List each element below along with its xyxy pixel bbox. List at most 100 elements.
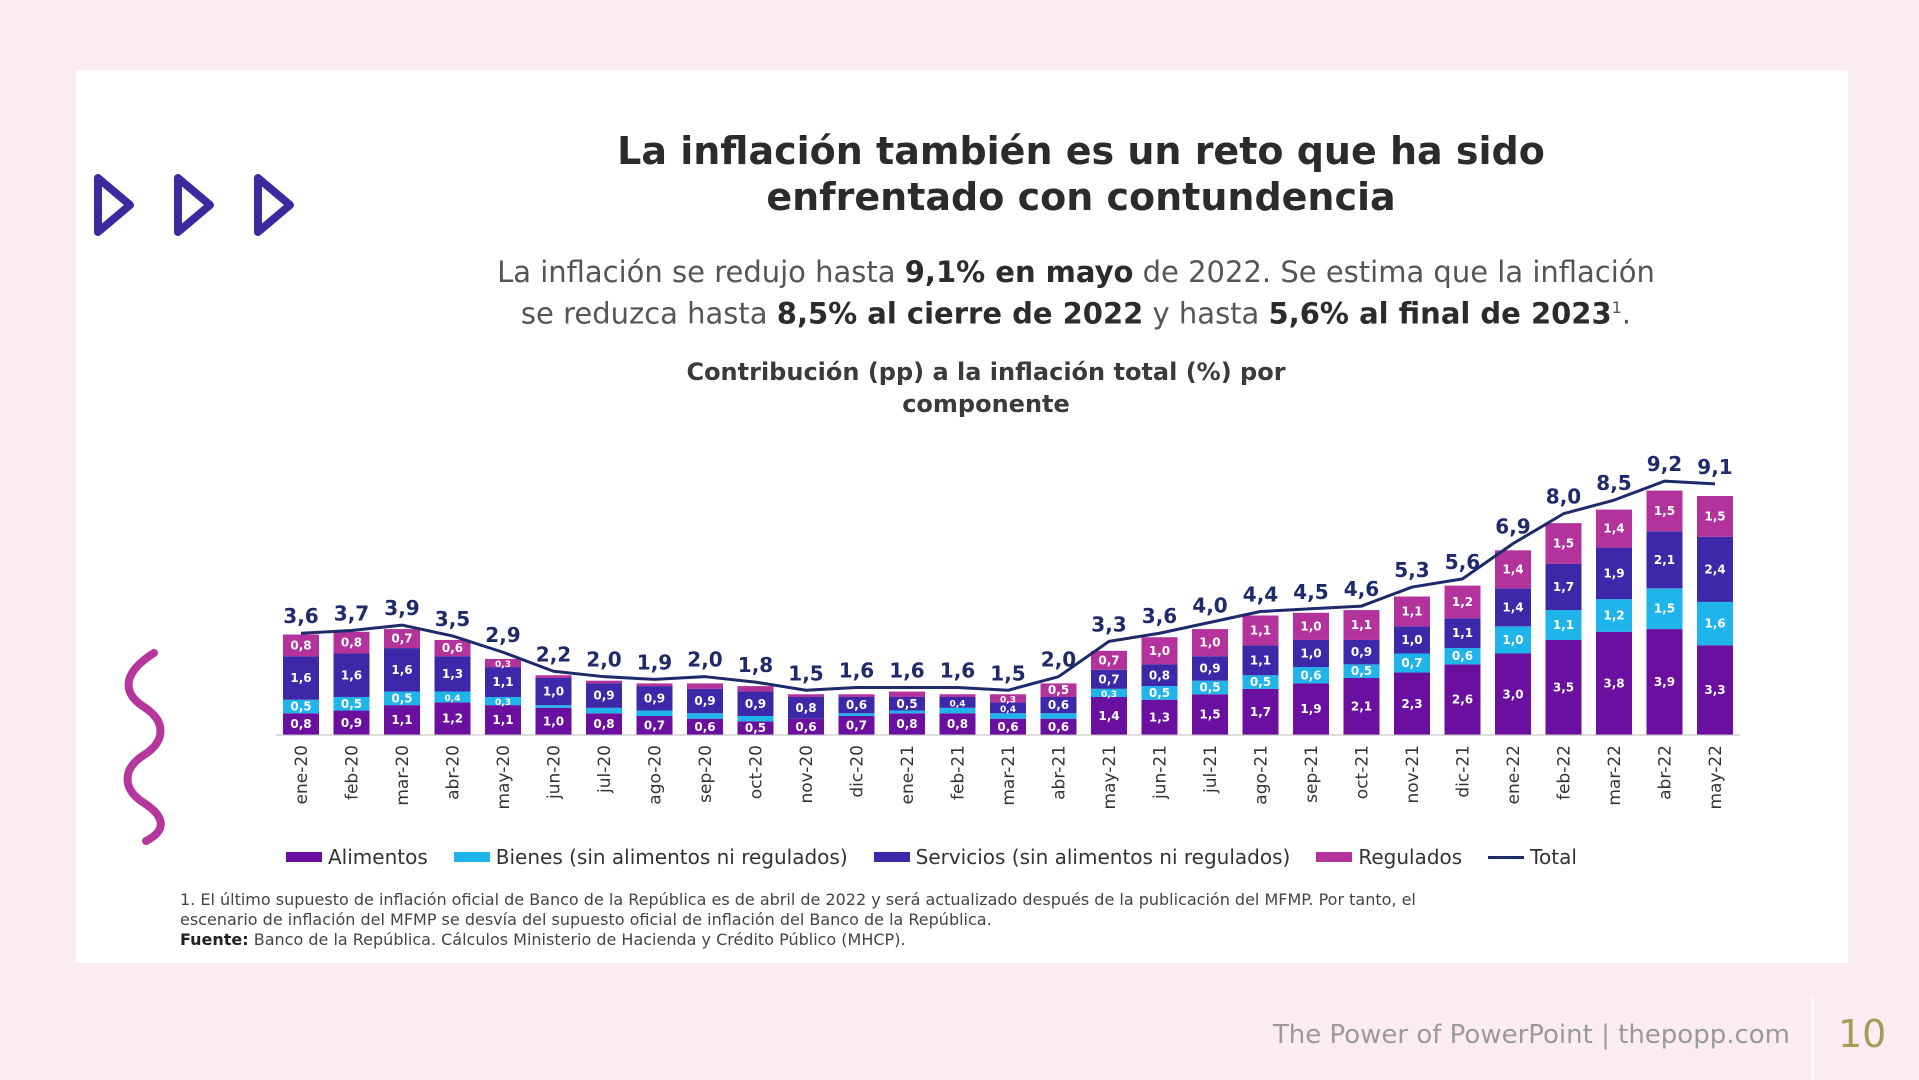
segment-value-label: 0,9 — [341, 716, 362, 730]
legend-color-swatch — [453, 852, 490, 862]
segment-value-label: 0,7 — [1401, 656, 1422, 670]
subtitle-text: se reduzca hasta — [520, 296, 777, 331]
bar-segment-1 — [1545, 610, 1582, 640]
segment-value-label: 0,6 — [1300, 668, 1321, 682]
segment-value-label: 1,5 — [1199, 708, 1220, 722]
segment-value-label: 1,0 — [1300, 619, 1321, 633]
subtitle-highlight: 5,6% al final de 2023 — [1268, 296, 1612, 331]
total-value-label: 5,3 — [1394, 558, 1429, 582]
bar-segment-3 — [838, 694, 875, 697]
bar-segment-1 — [1394, 653, 1430, 673]
bar-segment-3 — [1697, 496, 1733, 537]
segment-value-label: 1,4 — [1502, 600, 1523, 614]
x-tick-label: mar-22 — [1605, 745, 1625, 806]
bar-segment-1 — [485, 696, 521, 706]
inflation-contribution-chart: 0,8 0,5 1,6 0,8 ene-20 0,9 0,5 1,6 0,8 feb-20 1,1 0… — [276, 452, 1740, 810]
legend-item: Total — [1488, 845, 1577, 869]
total-value-label: 1,5 — [990, 661, 1025, 685]
segment-value-label: 0,8 — [290, 638, 311, 652]
x-tick-label: may-21 — [1100, 745, 1120, 810]
segment-value-label: 1,0 — [1199, 636, 1220, 650]
x-tick-label: ago-21 — [1252, 745, 1272, 805]
legend-label: Regulados — [1358, 845, 1463, 869]
segment-value-label: 0,6 — [442, 641, 463, 655]
segment-value-label: 1,1 — [1250, 623, 1271, 637]
segment-value-label: 0,5 — [391, 691, 412, 705]
segment-value-label: 0,5 — [1250, 675, 1271, 689]
bar-segment-2 — [384, 648, 420, 692]
segment-value-label: 3,9 — [1654, 675, 1675, 689]
segment-value-label: 0,7 — [1098, 653, 1119, 667]
bar-segment-0 — [990, 718, 1026, 735]
x-tick-label: may-22 — [1706, 745, 1726, 810]
segment-value-label: 0,3 — [1000, 695, 1016, 705]
segment-value-label: 0,5 — [1199, 680, 1220, 694]
bar-segment-1 — [384, 691, 420, 706]
total-value-label: 5,6 — [1445, 550, 1480, 574]
total-value-label: 3,3 — [1091, 612, 1126, 636]
slide-title-line1: La inflación también es un reto que ha s… — [617, 129, 1545, 173]
bar-segment-2 — [1040, 696, 1077, 714]
bar-segment-3 — [1545, 523, 1582, 564]
bar-segment-1 — [939, 707, 976, 714]
legend-item: Alimentos — [286, 845, 428, 869]
x-tick-label: jun-20 — [545, 745, 565, 800]
segment-value-label: 1,3 — [1149, 710, 1170, 724]
segment-value-label: 2,1 — [1654, 553, 1675, 567]
bar-segment-0 — [939, 713, 976, 735]
bar-segment-1 — [1040, 713, 1077, 719]
segment-value-label: 0,7 — [1098, 672, 1119, 686]
bar-segment-1 — [283, 699, 319, 714]
segment-value-label: 1,5 — [1654, 504, 1675, 518]
bar-segment-1 — [889, 710, 925, 714]
bar-segment-0 — [1343, 677, 1380, 735]
bar-segment-2 — [485, 667, 521, 697]
bar-segment-1 — [1192, 680, 1228, 695]
x-tick-label: sep-20 — [696, 745, 716, 803]
bar-segment-2 — [283, 656, 319, 700]
segment-value-label: 0,9 — [694, 694, 715, 708]
bar-segment-0 — [1545, 639, 1582, 735]
bar-segment-0 — [283, 713, 319, 735]
segment-value-label: 3,5 — [1553, 680, 1574, 694]
bar-segment-1 — [434, 691, 471, 703]
footnote-line2: escenario de inflación del MFMP se desví… — [180, 910, 992, 929]
bar-segment-3 — [1394, 596, 1430, 627]
bar-segment-3 — [889, 691, 925, 697]
segment-value-label: 0,8 — [1149, 668, 1170, 682]
total-value-label: 4,4 — [1243, 583, 1278, 607]
chart-title-line2: componente — [902, 390, 1070, 418]
bar-segment-0 — [384, 705, 420, 735]
segment-value-label: 0,8 — [593, 717, 614, 731]
bar-segment-3 — [939, 694, 976, 697]
segment-value-label: 0,6 — [1452, 649, 1473, 663]
total-value-label: 2,0 — [687, 648, 722, 672]
bar-segment-1 — [1646, 588, 1683, 630]
segment-value-label: 1,7 — [1250, 705, 1271, 719]
segment-value-label: 0,6 — [1048, 698, 1069, 712]
total-value-label: 4,6 — [1344, 577, 1379, 601]
x-tick-label: oct-21 — [1353, 745, 1373, 799]
play-arrow-icon — [94, 174, 134, 236]
source-label: Fuente: — [180, 930, 249, 949]
segment-value-label: 1,0 — [1502, 633, 1523, 647]
segment-value-label: 0,6 — [997, 720, 1018, 734]
segment-value-label: 3,3 — [1704, 683, 1725, 697]
subtitle-text: y hasta — [1143, 296, 1269, 331]
bar-segment-3 — [384, 629, 420, 649]
total-value-label: 4,0 — [1192, 593, 1227, 617]
footnote-marker: 1 — [1611, 298, 1622, 317]
segment-value-label: 1,7 — [1553, 580, 1574, 594]
total-value-label: 1,9 — [637, 650, 672, 674]
segment-value-label: 0,9 — [644, 691, 665, 705]
segment-value-label: 1,0 — [543, 714, 564, 728]
bar-segment-1 — [535, 705, 572, 708]
segment-value-label: 0,9 — [1351, 645, 1372, 659]
legend-item: Regulados — [1316, 845, 1462, 869]
bar-segment-0 — [889, 713, 925, 735]
legend-color-swatch — [286, 852, 322, 862]
bar-segment-1 — [737, 715, 774, 722]
x-tick-label: ene-22 — [1504, 745, 1524, 804]
bar-segment-0 — [1192, 694, 1228, 735]
total-value-label: 2,9 — [485, 623, 520, 647]
